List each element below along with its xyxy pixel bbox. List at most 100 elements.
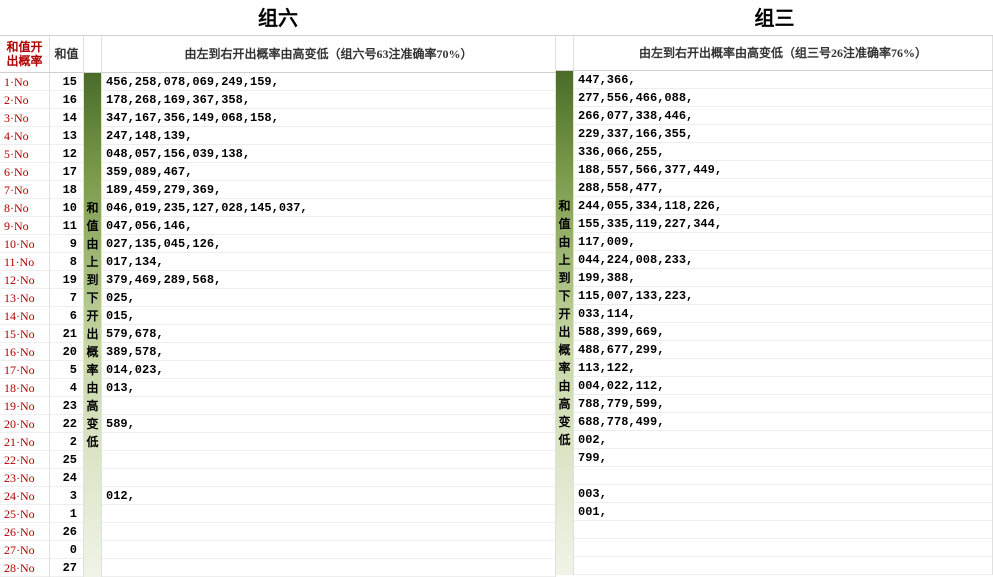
- group-six-data-cell: [102, 523, 555, 541]
- prob-rank-cell: 19·No: [0, 397, 49, 415]
- sum-cell: 13: [50, 127, 83, 145]
- group-three-panel: 组三 由左到右开出概率由高变低（组三号26注准确率76%） 和值由上到下开出概率…: [556, 0, 993, 577]
- group-three-data-cell: 199,388,: [574, 269, 992, 287]
- sum-cell: 12: [50, 145, 83, 163]
- group-six-data-cell: 025,: [102, 289, 555, 307]
- group-six-data-cell: 017,134,: [102, 253, 555, 271]
- group-six-data-cell: [102, 397, 555, 415]
- group-six-data-cell: 379,469,289,568,: [102, 271, 555, 289]
- prob-rank-cell: 7·No: [0, 181, 49, 199]
- prob-rank-cell: 3·No: [0, 109, 49, 127]
- prob-rank-cell: 18·No: [0, 379, 49, 397]
- sum-cell: 14: [50, 109, 83, 127]
- group-six-data-cell: 247,148,139,: [102, 127, 555, 145]
- sum-cell: 17: [50, 163, 83, 181]
- sum-value-column-left: 1516141312171810119819762120542322225243…: [50, 73, 84, 577]
- prob-rank-cell: 9·No: [0, 217, 49, 235]
- group-six-data-cell: 048,057,156,039,138,: [102, 145, 555, 163]
- group-six-data-cell: 015,: [102, 307, 555, 325]
- prob-rank-cell: 21·No: [0, 433, 49, 451]
- sum-cell: 24: [50, 469, 83, 487]
- group-six-data-cell: [102, 559, 555, 577]
- group-three-data-cell: 588,399,669,: [574, 323, 992, 341]
- prob-rank-cell: 5·No: [0, 145, 49, 163]
- sum-cell: 11: [50, 217, 83, 235]
- sum-cell: 1: [50, 505, 83, 523]
- group-six-body: 1·No2·No3·No4·No5·No6·No7·No8·No9·No10·N…: [0, 73, 556, 577]
- group-three-data-cell: 115,007,133,223,: [574, 287, 992, 305]
- group-three-data-cell: 488,677,299,: [574, 341, 992, 359]
- sum-cell: 6: [50, 307, 83, 325]
- prob-rank-cell: 24·No: [0, 487, 49, 505]
- group-three-data-cell: 688,778,499,: [574, 413, 992, 431]
- sum-cell: 15: [50, 73, 83, 91]
- lottery-table-container: 组六 和值开出概率 和值 由左到右开出概率由高变低（组六号63注准确率70%） …: [0, 0, 993, 577]
- sum-cell: 20: [50, 343, 83, 361]
- sum-cell: 10: [50, 199, 83, 217]
- group-six-header-row: 和值开出概率 和值 由左到右开出概率由高变低（组六号63注准确率70%）: [0, 36, 556, 73]
- group-six-data-cell: 013,: [102, 379, 555, 397]
- prob-rank-cell: 8·No: [0, 199, 49, 217]
- group-three-data-cell: 336,066,255,: [574, 143, 992, 161]
- prob-rank-cell: 28·No: [0, 559, 49, 577]
- prob-rank-cell: 22·No: [0, 451, 49, 469]
- sum-cell: 25: [50, 451, 83, 469]
- group-six-data-cell: 347,167,356,149,068,158,: [102, 109, 555, 127]
- group-three-data-cell: 002,: [574, 431, 992, 449]
- group-three-header-row: 由左到右开出概率由高变低（组三号26注准确率76%）: [556, 36, 993, 71]
- group-three-data-cell: 155,335,119,227,344,: [574, 215, 992, 233]
- group-three-data-cell: 266,077,338,446,: [574, 107, 992, 125]
- group-three-data-cell: 033,114,: [574, 305, 992, 323]
- sum-cell: 8: [50, 253, 83, 271]
- prob-rank-cell: 25·No: [0, 505, 49, 523]
- group-three-data-cell: 001,: [574, 503, 992, 521]
- group-three-data-cell: 004,022,112,: [574, 377, 992, 395]
- sum-cell: 0: [50, 541, 83, 559]
- group-six-data-cell: [102, 433, 555, 451]
- group-three-data-cell: 188,557,566,377,449,: [574, 161, 992, 179]
- group-six-data-cell: 047,056,146,: [102, 217, 555, 235]
- group-six-data-cell: [102, 541, 555, 559]
- probability-rank-column: 1·No2·No3·No4·No5·No6·No7·No8·No9·No10·N…: [0, 73, 50, 577]
- group-six-data-cell: 012,: [102, 487, 555, 505]
- prob-rank-cell: 14·No: [0, 307, 49, 325]
- group-three-data-cell: 003,: [574, 485, 992, 503]
- header-vert-spacer: [84, 36, 102, 72]
- sum-cell: 7: [50, 289, 83, 307]
- prob-rank-cell: 15·No: [0, 325, 49, 343]
- group-three-data-cell: 117,009,: [574, 233, 992, 251]
- group-three-data-cell: 788,779,599,: [574, 395, 992, 413]
- group-six-data-cell: 178,268,169,367,358,: [102, 91, 555, 109]
- sum-cell: 26: [50, 523, 83, 541]
- vertical-label-text-left: 和值由上到下开出概率由高变低: [84, 73, 101, 577]
- group-three-data-cell: 113,122,: [574, 359, 992, 377]
- prob-rank-cell: 2·No: [0, 91, 49, 109]
- sum-cell: 18: [50, 181, 83, 199]
- prob-rank-cell: 16·No: [0, 343, 49, 361]
- sum-cell: 9: [50, 235, 83, 253]
- group-three-data-cell: [574, 521, 992, 539]
- group-six-data-cell: 359,089,467,: [102, 163, 555, 181]
- header-probability: 和值开出概率: [0, 36, 50, 72]
- prob-rank-cell: 6·No: [0, 163, 49, 181]
- group-six-data-cell: 027,135,045,126,: [102, 235, 555, 253]
- group-six-data-cell: 579,678,: [102, 325, 555, 343]
- sum-cell: 21: [50, 325, 83, 343]
- header-sum: 和值: [50, 36, 84, 72]
- group-three-data-cell: 044,224,008,233,: [574, 251, 992, 269]
- group-six-data-cell: 456,258,078,069,249,159,: [102, 73, 555, 91]
- group-six-data-cell: [102, 505, 555, 523]
- group-six-data-cell: [102, 469, 555, 487]
- prob-rank-cell: 4·No: [0, 127, 49, 145]
- prob-rank-cell: 23·No: [0, 469, 49, 487]
- group-three-data-cell: 288,558,477,: [574, 179, 992, 197]
- group-three-body: 和值由上到下开出概率由高变低 447,366,277,556,466,088,2…: [556, 71, 993, 575]
- group-six-data-cell: [102, 451, 555, 469]
- group-six-data-cell: 046,019,235,127,028,145,037,: [102, 199, 555, 217]
- sum-cell: 22: [50, 415, 83, 433]
- group-three-data-cell: [574, 467, 992, 485]
- group-three-data-cell: 244,055,334,118,226,: [574, 197, 992, 215]
- prob-rank-cell: 17·No: [0, 361, 49, 379]
- group-six-data-cell: 014,023,: [102, 361, 555, 379]
- sum-cell: 19: [50, 271, 83, 289]
